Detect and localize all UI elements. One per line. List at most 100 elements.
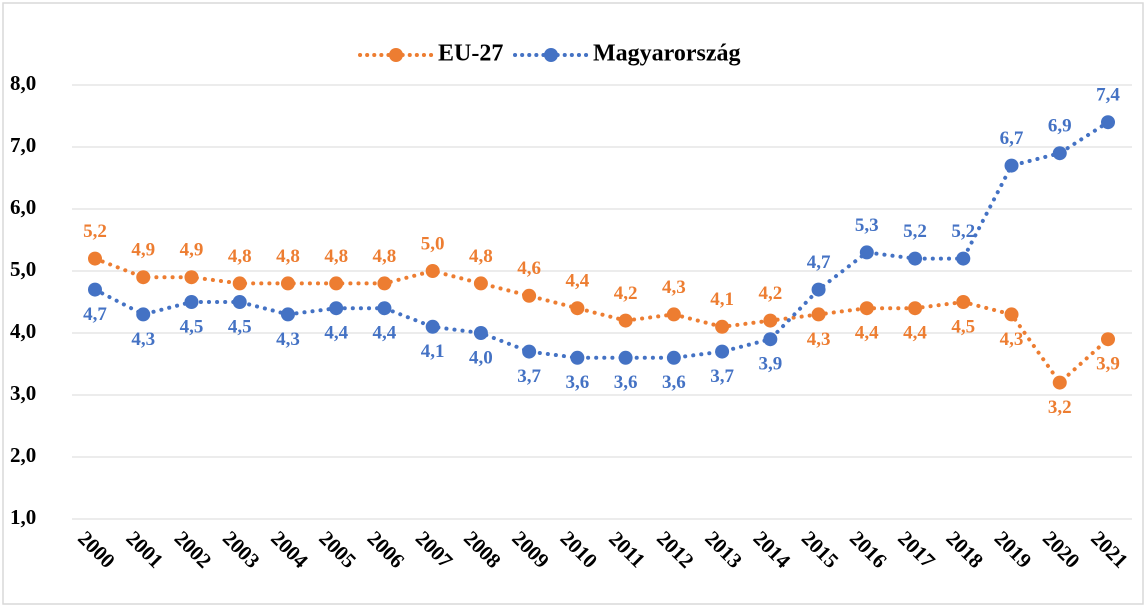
point [1004, 158, 1019, 173]
data-label: 4,9 [180, 240, 204, 261]
y-tick-label: 8,0 [10, 71, 36, 95]
legend-label: EU-27 [438, 41, 503, 67]
legend-label: Magyarország [593, 41, 741, 67]
data-label: 3,9 [1096, 354, 1120, 375]
data-label: 4,4 [373, 323, 397, 344]
series-line [93, 256, 1110, 386]
point [184, 270, 199, 285]
data-label: 4,0 [469, 347, 493, 368]
point [1004, 307, 1019, 322]
point [425, 264, 440, 278]
data-label: 6,7 [1000, 128, 1024, 149]
point [329, 276, 344, 291]
point [280, 307, 295, 322]
point [908, 251, 923, 266]
point [618, 313, 633, 328]
point [811, 307, 826, 322]
point [1052, 375, 1067, 390]
point [1052, 146, 1067, 161]
data-label: 4,5 [180, 316, 204, 337]
y-tick-label: 4,0 [10, 319, 36, 343]
series-line [93, 120, 1110, 360]
point [666, 307, 681, 322]
point [136, 270, 151, 285]
y-tick-label: 6,0 [10, 195, 36, 219]
data-label: 4,1 [421, 341, 445, 362]
y-tick-label: 5,0 [10, 257, 36, 281]
data-label: 4,8 [373, 246, 397, 267]
data-label: 3,6 [662, 372, 686, 393]
data-label: 4,5 [228, 316, 252, 337]
data-label: 4,4 [324, 323, 348, 344]
point [859, 301, 874, 316]
legend-marker [389, 48, 403, 62]
data-label: 4,3 [662, 277, 686, 298]
data-label: 4,2 [758, 283, 782, 304]
data-label: 3,2 [1048, 397, 1072, 418]
data-label: 4,5 [951, 316, 975, 337]
data-label: 4,2 [614, 283, 638, 304]
point [1101, 332, 1115, 347]
data-label: 4,4 [903, 323, 927, 344]
y-tick-label: 3,0 [10, 381, 36, 405]
data-label: 5,2 [903, 221, 927, 242]
point [425, 319, 440, 334]
data-label: 4,8 [469, 246, 493, 267]
data-label: 5,3 [855, 215, 879, 236]
point [811, 282, 826, 297]
data-label: 4,6 [517, 258, 541, 279]
data-label: 4,3 [1000, 329, 1024, 350]
point [88, 282, 102, 297]
data-label: 4,3 [807, 329, 831, 350]
point [88, 251, 102, 266]
data-label: 3,9 [758, 354, 782, 375]
data-label: 5,2 [83, 221, 107, 242]
point [522, 344, 537, 359]
point [908, 301, 923, 316]
data-label: 5,0 [421, 233, 445, 254]
data-label: 4,9 [131, 240, 155, 261]
point [956, 251, 971, 266]
point [570, 301, 585, 316]
data-label: 4,7 [83, 304, 107, 325]
point [473, 276, 488, 291]
data-label: 4,3 [276, 329, 300, 350]
point [763, 313, 778, 328]
point [377, 301, 392, 316]
point [522, 288, 537, 303]
data-label: 3,7 [710, 366, 734, 387]
data-label: 4,7 [807, 252, 831, 273]
point [473, 326, 488, 340]
point [184, 295, 199, 309]
data-label: 5,2 [951, 221, 975, 242]
point [280, 276, 295, 291]
data-label: 3,6 [566, 372, 590, 393]
data-label: 7,4 [1096, 85, 1120, 106]
data-label: 4,3 [131, 329, 155, 350]
point [570, 350, 585, 365]
point [136, 307, 151, 322]
point [859, 245, 874, 260]
point [1101, 115, 1115, 130]
point [715, 344, 730, 359]
y-tick-label: 7,0 [10, 133, 36, 157]
data-label: 4,8 [324, 246, 348, 267]
point [377, 276, 392, 291]
data-label: 3,7 [517, 366, 541, 387]
point [666, 350, 681, 365]
legend-marker [544, 48, 558, 62]
data-label: 3,6 [614, 372, 638, 393]
point [618, 350, 633, 365]
point [956, 295, 971, 309]
point [763, 332, 778, 347]
data-label: 4,8 [228, 246, 252, 267]
data-label: 4,1 [710, 289, 734, 310]
y-tick-label: 1,0 [10, 505, 36, 529]
point [329, 301, 344, 316]
data-label: 4,4 [566, 271, 590, 292]
y-tick-label: 2,0 [10, 443, 36, 467]
data-label: 6,9 [1048, 116, 1072, 137]
data-label: 4,8 [276, 246, 300, 267]
data-label: 4,4 [855, 323, 879, 344]
